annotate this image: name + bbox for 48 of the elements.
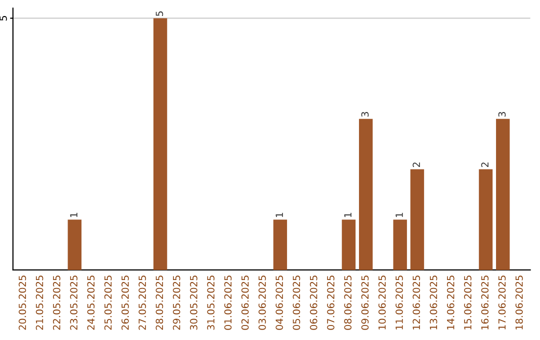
x-tick-label: 27.05.2025 (138, 276, 146, 330)
x-tick-label: 05.06.2025 (292, 276, 300, 330)
x-tick-label: 12.06.2025 (412, 276, 420, 330)
x-tick-label: 02.06.2025 (241, 276, 249, 330)
bar (68, 220, 82, 270)
x-tick-label: 07.06.2025 (327, 276, 334, 330)
data-label: 2 (481, 162, 488, 168)
bar (410, 169, 424, 270)
x-tick-label: 31.05.2025 (207, 276, 214, 330)
bar (478, 169, 493, 270)
bar (273, 220, 288, 270)
bar (393, 220, 407, 270)
bar (496, 118, 510, 270)
x-tick-label: 20.05.2025 (18, 276, 26, 330)
bar (358, 118, 373, 270)
data-label: 5 (156, 11, 164, 16)
x-tick-label: 09.06.2025 (361, 276, 369, 330)
bar (153, 18, 168, 270)
data-label: 2 (412, 162, 420, 168)
x-tick-label: 06.06.2025 (310, 276, 318, 330)
x-tick-label: 25.05.2025 (104, 276, 112, 330)
x-tick-label: 30.05.2025 (190, 276, 198, 330)
data-label: 1 (276, 212, 283, 218)
x-tick-label: 23.05.2025 (70, 276, 78, 330)
data-label: 3 (498, 112, 506, 117)
x-tick-label: 29.05.2025 (172, 276, 180, 330)
x-tick-label: 11.06.2025 (396, 276, 403, 330)
x-tick-label: 18.06.2025 (515, 276, 523, 330)
x-tick-label: 16.06.2025 (481, 276, 489, 330)
x-tick-label: 22.05.2025 (52, 276, 60, 330)
x-tick-label: 01.06.2025 (224, 276, 232, 330)
x-tick-label: 15.06.2025 (464, 276, 472, 330)
data-label: 1 (344, 212, 352, 218)
data-label: 1 (70, 212, 78, 218)
data-label: 1 (396, 212, 403, 218)
x-tick-label: 24.05.2025 (87, 276, 95, 330)
x-tick-label: 08.06.2025 (344, 276, 352, 330)
x-tick-label: 14.06.2025 (446, 276, 454, 330)
x-tick-label: 28.05.2025 (156, 276, 164, 330)
x-tick-label: 26.05.2025 (121, 276, 129, 330)
x-tick-label: 13.06.2025 (430, 276, 438, 330)
bar (342, 220, 356, 270)
x-tick-label: 10.06.2025 (378, 276, 386, 330)
x-tick-label: 04.06.2025 (276, 276, 284, 330)
x-tick-label: 17.06.2025 (498, 276, 506, 330)
data-label: 3 (361, 112, 369, 117)
x-tick-label: 03.06.2025 (258, 276, 266, 330)
x-tick-label: 21.05.2025 (36, 276, 44, 330)
